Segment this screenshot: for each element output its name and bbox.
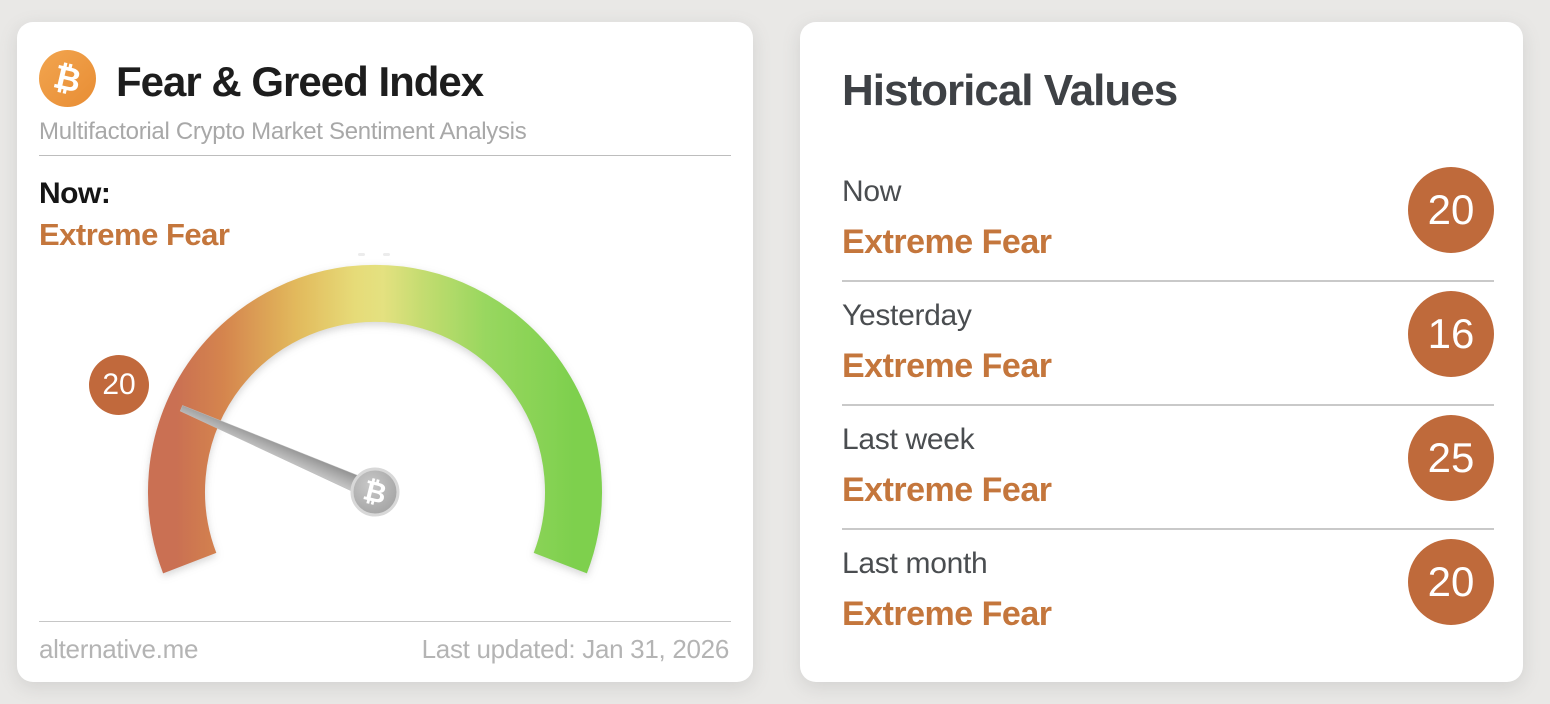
header-divider bbox=[39, 155, 731, 156]
period-label: Now bbox=[842, 175, 902, 208]
classification-label: Extreme Fear bbox=[842, 347, 1052, 385]
value-badge: 16 bbox=[1408, 291, 1494, 377]
classification-label: Extreme Fear bbox=[842, 471, 1052, 509]
period-label: Yesterday bbox=[842, 299, 972, 332]
classification-label: Extreme Fear bbox=[842, 595, 1052, 633]
period-label: Last week bbox=[842, 423, 975, 456]
bitcoin-glyph: ₿ bbox=[50, 56, 85, 101]
row-divider bbox=[842, 528, 1494, 530]
last-updated: Last updated: Jan 31, 2026 bbox=[421, 634, 730, 664]
now-label: Now: bbox=[39, 177, 111, 210]
value-text: 16 bbox=[1427, 310, 1475, 357]
period-label: Last month bbox=[842, 547, 988, 580]
historical-row-last-week: Last week Extreme Fear 25 bbox=[842, 411, 1494, 528]
historical-title: Historical Values bbox=[842, 66, 1178, 115]
now-classification: Extreme Fear bbox=[39, 217, 230, 252]
value-text: 25 bbox=[1427, 434, 1475, 481]
value-badge: 20 bbox=[1408, 539, 1494, 625]
historical-row-last-month: Last month Extreme Fear 20 bbox=[842, 535, 1494, 652]
gauge-value: 20 bbox=[102, 368, 136, 401]
footer-divider bbox=[39, 621, 731, 622]
row-divider bbox=[842, 404, 1494, 406]
card-subtitle: Multifactorial Crypto Market Sentiment A… bbox=[39, 118, 527, 145]
historical-row-now: Now Extreme Fear 20 bbox=[842, 163, 1494, 280]
historical-values-card: Historical Values Now Extreme Fear 20 Ye… bbox=[800, 22, 1523, 682]
gauge-arc bbox=[148, 264, 602, 574]
value-text: 20 bbox=[1427, 186, 1475, 233]
card-title: Fear & Greed Index bbox=[116, 58, 484, 105]
gauge-value-badge: 20 bbox=[89, 355, 149, 415]
gauge-pivot: ₿ bbox=[350, 467, 400, 517]
historical-row-yesterday: Yesterday Extreme Fear 16 bbox=[842, 287, 1494, 404]
row-divider bbox=[842, 280, 1494, 282]
gauge-chart: ₿ bbox=[148, 253, 602, 574]
gauge-tick-marks bbox=[358, 253, 390, 256]
value-badge: 20 bbox=[1408, 167, 1494, 253]
value-text: 20 bbox=[1427, 558, 1475, 605]
value-badge: 25 bbox=[1408, 415, 1494, 501]
source-link[interactable]: alternative.me bbox=[39, 634, 199, 664]
classification-label: Extreme Fear bbox=[842, 223, 1052, 261]
fear-greed-card: ₿ Fear & Greed Index Multifactorial Cryp… bbox=[17, 22, 753, 682]
bitcoin-icon: ₿ bbox=[39, 50, 96, 107]
